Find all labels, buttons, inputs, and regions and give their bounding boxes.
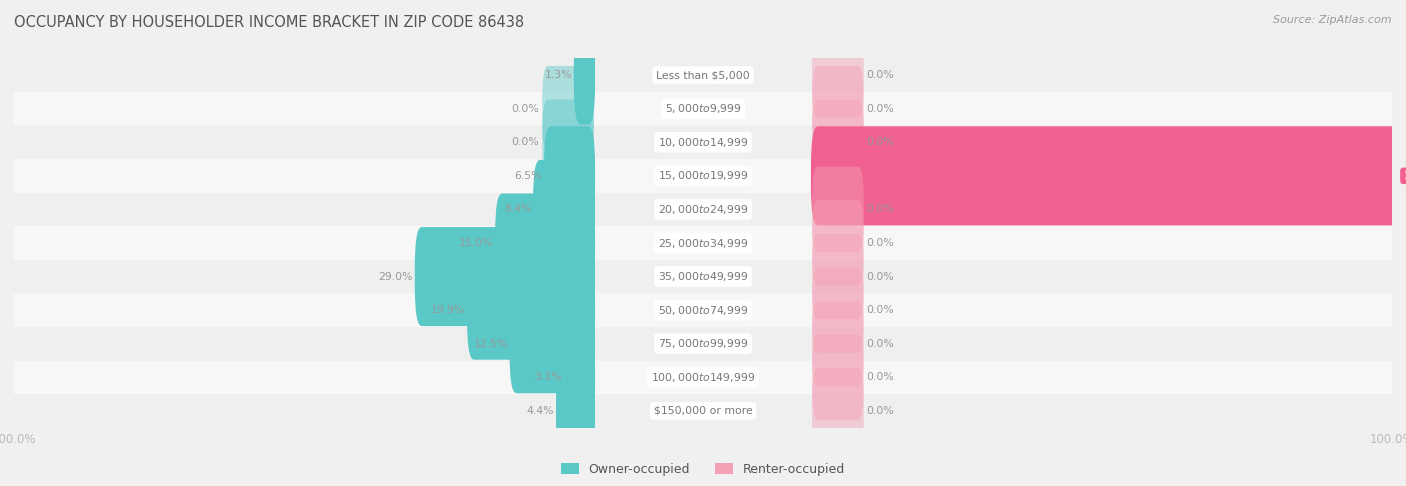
Text: 100.0%: 100.0%	[1403, 171, 1406, 181]
Text: 29.0%: 29.0%	[378, 272, 413, 281]
FancyBboxPatch shape	[543, 100, 593, 185]
FancyBboxPatch shape	[811, 126, 1399, 226]
FancyBboxPatch shape	[14, 192, 1392, 226]
Text: 0.0%: 0.0%	[866, 372, 894, 382]
FancyBboxPatch shape	[14, 125, 1392, 159]
FancyBboxPatch shape	[813, 301, 863, 386]
Text: $50,000 to $74,999: $50,000 to $74,999	[658, 304, 748, 317]
Text: 8.4%: 8.4%	[503, 205, 531, 214]
FancyBboxPatch shape	[813, 334, 863, 420]
FancyBboxPatch shape	[533, 160, 595, 259]
FancyBboxPatch shape	[813, 167, 863, 252]
Text: 0.0%: 0.0%	[866, 137, 894, 147]
FancyBboxPatch shape	[14, 58, 1392, 92]
Text: $150,000 or more: $150,000 or more	[654, 406, 752, 416]
FancyBboxPatch shape	[14, 361, 1392, 394]
Text: $15,000 to $19,999: $15,000 to $19,999	[658, 169, 748, 182]
Text: 0.0%: 0.0%	[866, 339, 894, 349]
FancyBboxPatch shape	[813, 32, 863, 118]
FancyBboxPatch shape	[14, 92, 1392, 125]
FancyBboxPatch shape	[574, 26, 595, 124]
FancyBboxPatch shape	[415, 227, 595, 326]
FancyBboxPatch shape	[14, 159, 1392, 192]
Text: $100,000 to $149,999: $100,000 to $149,999	[651, 371, 755, 384]
Text: $35,000 to $49,999: $35,000 to $49,999	[658, 270, 748, 283]
FancyBboxPatch shape	[564, 328, 595, 427]
Text: 0.0%: 0.0%	[866, 70, 894, 80]
FancyBboxPatch shape	[543, 66, 593, 152]
Text: $10,000 to $14,999: $10,000 to $14,999	[658, 136, 748, 149]
FancyBboxPatch shape	[467, 260, 595, 360]
Text: 0.0%: 0.0%	[866, 406, 894, 416]
Text: OCCUPANCY BY HOUSEHOLDER INCOME BRACKET IN ZIP CODE 86438: OCCUPANCY BY HOUSEHOLDER INCOME BRACKET …	[14, 15, 524, 30]
Text: Less than $5,000: Less than $5,000	[657, 70, 749, 80]
Text: 0.0%: 0.0%	[866, 305, 894, 315]
FancyBboxPatch shape	[813, 200, 863, 286]
Text: 15.0%: 15.0%	[458, 238, 494, 248]
Text: 0.0%: 0.0%	[866, 104, 894, 114]
FancyBboxPatch shape	[14, 226, 1392, 260]
FancyBboxPatch shape	[544, 126, 595, 226]
FancyBboxPatch shape	[555, 362, 595, 460]
Text: Source: ZipAtlas.com: Source: ZipAtlas.com	[1274, 15, 1392, 25]
FancyBboxPatch shape	[14, 294, 1392, 327]
Text: 3.1%: 3.1%	[534, 372, 562, 382]
Text: 1.3%: 1.3%	[544, 70, 572, 80]
Text: $5,000 to $9,999: $5,000 to $9,999	[665, 102, 741, 115]
Text: $25,000 to $34,999: $25,000 to $34,999	[658, 237, 748, 249]
FancyBboxPatch shape	[813, 267, 863, 353]
FancyBboxPatch shape	[495, 193, 595, 293]
FancyBboxPatch shape	[14, 260, 1392, 294]
Text: 0.0%: 0.0%	[512, 104, 540, 114]
Text: $75,000 to $99,999: $75,000 to $99,999	[658, 337, 748, 350]
Text: 4.4%: 4.4%	[527, 406, 554, 416]
FancyBboxPatch shape	[813, 234, 863, 319]
FancyBboxPatch shape	[813, 66, 863, 152]
FancyBboxPatch shape	[813, 368, 863, 454]
Text: 19.9%: 19.9%	[432, 305, 465, 315]
Text: 0.0%: 0.0%	[866, 272, 894, 281]
Legend: Owner-occupied, Renter-occupied: Owner-occupied, Renter-occupied	[557, 457, 849, 481]
Text: $20,000 to $24,999: $20,000 to $24,999	[658, 203, 748, 216]
FancyBboxPatch shape	[14, 327, 1392, 361]
FancyBboxPatch shape	[813, 100, 863, 185]
Text: 12.5%: 12.5%	[474, 339, 508, 349]
FancyBboxPatch shape	[14, 394, 1392, 428]
Text: 0.0%: 0.0%	[512, 137, 540, 147]
FancyBboxPatch shape	[509, 294, 595, 393]
Text: 0.0%: 0.0%	[866, 205, 894, 214]
Text: 0.0%: 0.0%	[866, 238, 894, 248]
Text: 6.5%: 6.5%	[515, 171, 543, 181]
